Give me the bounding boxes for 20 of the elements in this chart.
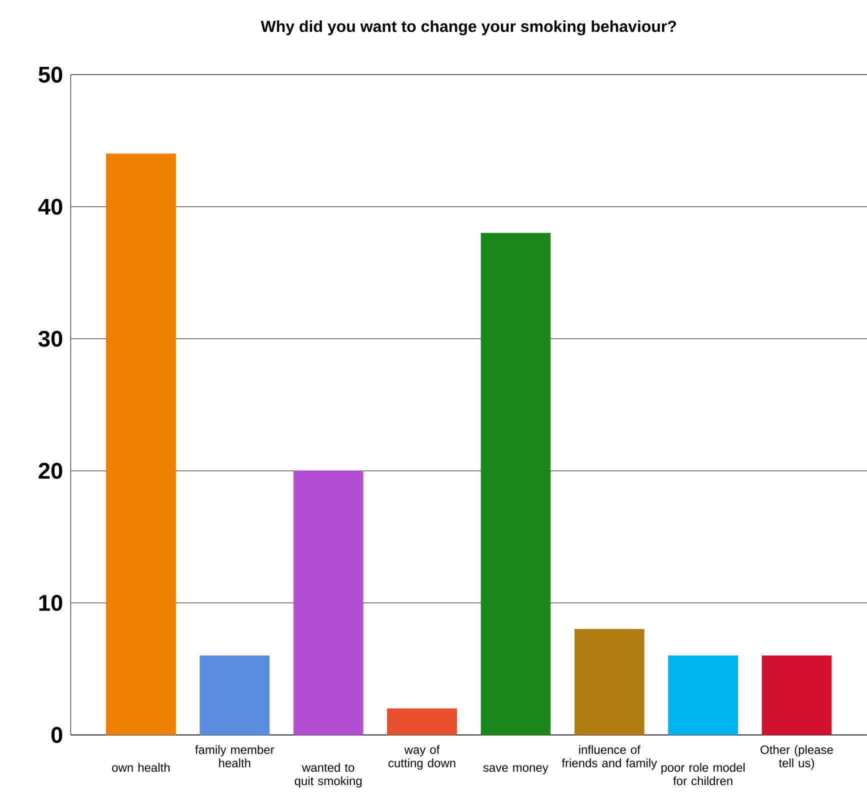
x-tick-label: own health: [112, 763, 170, 772]
y-tick-label: 0: [51, 726, 62, 743]
x-tick-label: poor role model for children: [661, 763, 745, 786]
x-tick-label: wanted to quit smoking: [294, 763, 362, 788]
y-tick-label: 40: [38, 198, 62, 215]
x-tick-label: save money: [483, 765, 548, 774]
x-tick-label: family member health: [195, 745, 274, 768]
y-tick-label: 10: [39, 594, 62, 611]
bar: [668, 655, 738, 735]
bar: [200, 655, 270, 735]
chart-title: Why did you want to change your smoking behaviour?: [260, 20, 676, 36]
x-tick-label: way of cutting down: [388, 745, 456, 770]
bar: [106, 154, 176, 735]
y-tick-label: 50: [38, 66, 62, 83]
x-tick-label: influence of friends and family: [562, 745, 658, 770]
x-tick-label: Other (please tell us): [760, 745, 833, 770]
bar: [387, 708, 457, 735]
y-tick-label: 30: [38, 330, 62, 347]
bar: [293, 470, 364, 735]
y-tick-label: 20: [38, 462, 62, 479]
